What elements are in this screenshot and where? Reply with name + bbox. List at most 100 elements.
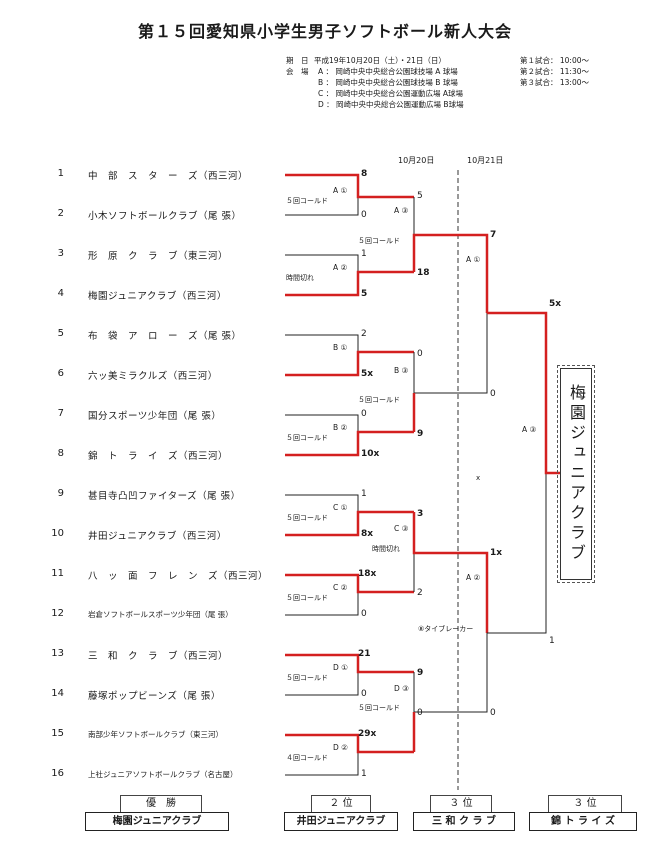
team-name: 形 原 ク ラ ブ（東三河） bbox=[88, 251, 229, 262]
team-number: 15 bbox=[51, 728, 64, 739]
score: 0 bbox=[417, 708, 423, 718]
team-number: 14 bbox=[51, 688, 64, 699]
match-label: C ② bbox=[333, 583, 348, 592]
score: 5 bbox=[361, 289, 368, 299]
game-time-2: 第２試合： 11:30～ bbox=[520, 67, 589, 76]
date-value: 平成19年10月20日（土）・21日（日） bbox=[314, 56, 446, 65]
rank-label: ２ 位 bbox=[311, 795, 371, 812]
match-note: ５回コールド bbox=[286, 434, 328, 442]
team-number: 1 bbox=[57, 168, 64, 179]
score: 1 bbox=[361, 769, 367, 779]
team-number: 7 bbox=[57, 408, 64, 419]
score: 9 bbox=[417, 429, 424, 439]
score: 3 bbox=[417, 509, 424, 519]
match-note: 時間切れ bbox=[372, 545, 400, 553]
score: 0 bbox=[490, 389, 496, 399]
score: 0 bbox=[417, 349, 423, 359]
venue-a: A ： 岡崎中央中央総合公園球技場 A 球場 bbox=[318, 67, 458, 76]
match-label: A ① bbox=[333, 186, 348, 195]
team-number: 5 bbox=[57, 328, 64, 339]
match-label: C ③ bbox=[394, 524, 409, 533]
score: 9 bbox=[417, 668, 424, 678]
match-label: A ③ bbox=[394, 206, 409, 215]
score: 0 bbox=[361, 689, 367, 699]
score: 7 bbox=[490, 230, 497, 240]
team-number: 2 bbox=[57, 208, 64, 219]
score: 5x bbox=[549, 299, 562, 309]
rank-team: 錦 ト ラ イ ズ bbox=[529, 812, 637, 831]
score: 0 bbox=[361, 409, 367, 419]
team-name: 中 部 ス タ ー ズ（西三河） bbox=[88, 171, 249, 182]
team-name: 三 和 ク ラ ブ（西三河） bbox=[88, 651, 229, 662]
score: 2 bbox=[417, 588, 423, 598]
winner-name: 梅園ジュニアクラブ bbox=[567, 384, 586, 564]
team-name: 岩倉ソフトボールスポーツ少年団（尾 張） bbox=[88, 610, 233, 619]
team-name: 梅園ジュニアクラブ（西三河） bbox=[88, 291, 227, 302]
match-label: A ① bbox=[466, 255, 481, 264]
match-label: D ③ bbox=[394, 684, 409, 693]
match-label: A ② bbox=[333, 263, 348, 272]
score: 0 bbox=[361, 210, 367, 220]
match-label: D ② bbox=[333, 743, 348, 752]
score: 10x bbox=[361, 449, 380, 459]
match-label: A ② bbox=[466, 573, 481, 582]
team-number: 12 bbox=[51, 608, 64, 619]
team-number: 11 bbox=[51, 568, 64, 579]
team-number: 4 bbox=[57, 288, 64, 299]
team-name: 国分スポーツ少年団（尾 張） bbox=[88, 411, 222, 422]
winner-box: 梅園ジュニアクラブ bbox=[557, 365, 595, 583]
team-number: 10 bbox=[51, 528, 64, 539]
team-name: 八 ッ 面 フ レ ン ズ（西三河） bbox=[88, 571, 269, 582]
team-name: 甚目寺凸凹ファイターズ（尾 張） bbox=[88, 491, 241, 502]
score: 1x bbox=[490, 548, 503, 558]
venue-d: D ： 岡崎中央中央総合公園運動広場 B球場 bbox=[318, 100, 464, 109]
score: 1 bbox=[549, 636, 555, 646]
team-name: 上社ジュニアソフトボールクラブ（名古屋） bbox=[88, 770, 238, 779]
match-label: B ① bbox=[333, 343, 348, 352]
date-day2: 10月21日 bbox=[467, 156, 504, 165]
rank-team: 梅園ジュニアクラブ bbox=[85, 812, 229, 831]
score: 18x bbox=[358, 569, 377, 579]
match-note: ５回コールド bbox=[358, 396, 400, 404]
score: 5x bbox=[361, 369, 374, 379]
match-note: ５回コールド bbox=[286, 197, 328, 205]
score: 21 bbox=[358, 649, 371, 659]
score: 2 bbox=[361, 329, 367, 339]
match-note: 時間切れ bbox=[286, 274, 314, 282]
score: 0 bbox=[490, 708, 496, 718]
rank-team: 三 和 ク ラ ブ bbox=[413, 812, 515, 831]
match-note: ５回コールド bbox=[286, 594, 328, 602]
team-name: 小木ソフトボールクラブ（尾 張） bbox=[88, 211, 242, 222]
team-name: 藤塚ポップビーンズ（尾 張） bbox=[88, 691, 221, 702]
team-name: 井田ジュニアクラブ（西三河） bbox=[88, 531, 227, 542]
team-number: 13 bbox=[51, 648, 64, 659]
game-time-1: 第１試合： 10:00～ bbox=[520, 56, 589, 65]
match-note: ⑧タイブレーカー bbox=[418, 625, 474, 633]
score: 0 bbox=[361, 609, 367, 619]
team-number: 3 bbox=[57, 248, 64, 259]
score: 8 bbox=[361, 169, 368, 179]
match-note: ５回コールド bbox=[358, 237, 400, 245]
match-label: D ① bbox=[333, 663, 348, 672]
team-name: 錦 ト ラ イ ズ（西三河） bbox=[88, 451, 229, 462]
match-note: ４回コールド bbox=[286, 754, 328, 762]
team-number: 16 bbox=[51, 768, 64, 779]
team-name: 六ッ美ミラクルズ（西三河） bbox=[88, 371, 218, 382]
score: 29x bbox=[358, 729, 377, 739]
team-number: 9 bbox=[57, 488, 64, 499]
date-label: 期 日 bbox=[286, 56, 309, 65]
match-note: ５回コールド bbox=[286, 514, 328, 522]
game-time-3: 第３試合： 13:00～ bbox=[520, 78, 589, 87]
venue-b: B ： 岡崎中央中央総合公園球技場 B 球場 bbox=[318, 78, 458, 87]
date-day1: 10月20日 bbox=[398, 156, 435, 165]
rank-team: 井田ジュニアクラブ bbox=[284, 812, 398, 831]
venue-label: 会 場 bbox=[286, 67, 309, 76]
page-title: 第１５回愛知県小学生男子ソフトボール新人大会 bbox=[137, 22, 512, 41]
match-label: C ① bbox=[333, 503, 348, 512]
score: 1 bbox=[361, 489, 367, 499]
score: 18 bbox=[417, 268, 430, 278]
score: 1 bbox=[361, 249, 367, 259]
team-name: 布 袋 ア ロ ー ズ（尾 張） bbox=[88, 331, 242, 342]
match-note: ５回コールド bbox=[286, 674, 328, 682]
rank-label: 優 勝 bbox=[120, 795, 202, 812]
